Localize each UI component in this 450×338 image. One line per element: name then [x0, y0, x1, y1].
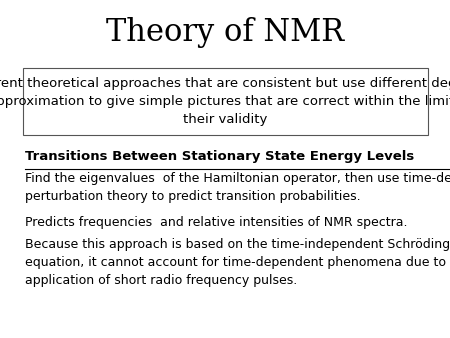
Text: Different theoretical approaches that are consistent but use different degrees
o: Different theoretical approaches that ar…: [0, 77, 450, 126]
Text: Find the eigenvalues  of the Hamiltonian operator, then use time-dependent
pertu: Find the eigenvalues of the Hamiltonian …: [25, 172, 450, 203]
Text: Predicts frequencies  and relative intensities of NMR spectra.: Predicts frequencies and relative intens…: [25, 216, 407, 229]
Text: Theory of NMR: Theory of NMR: [106, 17, 344, 48]
Text: Because this approach is based on the time-independent Schrödinger
equation, it : Because this approach is based on the ti…: [25, 238, 450, 287]
Text: Transitions Between Stationary State Energy Levels: Transitions Between Stationary State Ene…: [25, 150, 414, 163]
FancyBboxPatch shape: [22, 68, 427, 135]
